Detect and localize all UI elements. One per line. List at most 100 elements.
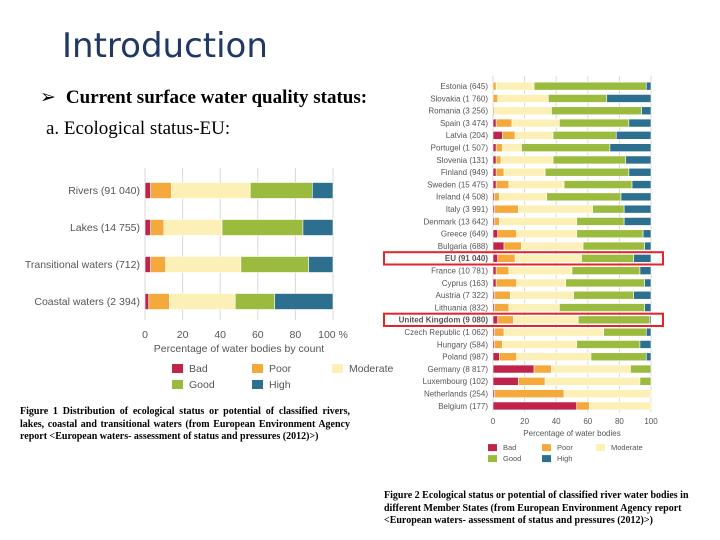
bar-poor-czech-republic-1-062: [494, 327, 505, 337]
bar-poor-netherlands-254: [494, 389, 565, 398]
bar-bad-poland-987: [492, 352, 500, 362]
x-tick-label: 80: [290, 329, 302, 341]
bar-moderate-united-kingdom-9-080: [513, 315, 579, 325]
category-label: Portugel (1 507): [431, 143, 489, 152]
bar-high-lithuania-832: [644, 303, 652, 312]
bar-poor-italy-3-991: [494, 204, 519, 214]
category-label: Rivers (91 040): [68, 185, 140, 197]
category-label: Transitional waters (712): [25, 259, 140, 271]
category-label: France (10 781): [431, 266, 488, 275]
bar-good-austria-7-322: [573, 290, 634, 300]
bar-good-latvia-204: [552, 131, 617, 140]
bar-bad-belgium-177: [492, 401, 578, 411]
bar-poor-slovakia-1-760: [492, 94, 499, 103]
bar-poor-denmark-13-642: [494, 217, 500, 226]
x-tick-label: 0: [491, 417, 496, 426]
bar-poor-lithuania-832: [494, 303, 510, 312]
bar-good-rivers-91-040: [249, 182, 313, 199]
x-tick-label: 40: [214, 329, 226, 341]
bar-poor-luxembourg-102: [517, 377, 546, 386]
category-label: Poland (987): [442, 353, 488, 362]
bullet-heading: ➢ Current surface water quality status:: [40, 86, 367, 109]
bar-good-italy-3-991: [592, 204, 625, 214]
category-label: Lithuania (832): [435, 303, 489, 312]
bar-bad-eu-91-040: [492, 254, 499, 263]
bar-good-romania-3-256: [551, 106, 642, 116]
legend-label-high: High: [557, 454, 572, 463]
bar-high-portugel-1-507: [609, 143, 652, 152]
bar-moderate-cyprus-163: [516, 278, 566, 288]
legend-swatch-moderate: [596, 444, 605, 452]
bar-poor-transitional-waters-712: [150, 256, 166, 273]
bar-high-denmark-13-642: [623, 217, 652, 226]
bar-good-estonia-645: [533, 81, 647, 91]
legend-label-moderate: Moderate: [349, 363, 394, 375]
bar-poor-ireland-4-508: [494, 192, 500, 202]
bar-good-spain-3-474: [559, 118, 630, 128]
bar-high-sweden-15-475: [631, 180, 652, 189]
x-tick-label: 60: [583, 417, 592, 426]
bar-moderate-czech-republic-1-062: [503, 327, 604, 337]
bar-moderate-eu-91-040: [514, 254, 582, 263]
bar-moderate-poland-987: [516, 352, 592, 362]
category-label: Spain (3 474): [440, 119, 488, 128]
x-tick-label: 100: [644, 417, 658, 426]
legend-swatch-bad: [488, 444, 497, 452]
bar-good-slovenia-131: [552, 155, 627, 165]
x-tick-label: 80: [615, 417, 624, 426]
bar-high-eu-91-040: [633, 254, 652, 263]
bar-poor-rivers-91-040: [150, 182, 172, 199]
bar-poor-slovenia-131: [495, 155, 502, 165]
bar-good-coastal-waters-2-394: [234, 293, 276, 310]
bar-poor-latvia-204: [502, 131, 516, 140]
chart-member-states-rivers: 0 20 40 60 80 100 Estonia (645) Slovakia (1 760…: [383, 76, 664, 463]
bar-bad-portugel-1-507: [492, 143, 497, 152]
bar-high-united-kingdom-9-080: [649, 315, 652, 325]
bar-poor-united-kingdom-9-080: [497, 315, 514, 325]
legend-swatch-good: [488, 455, 497, 463]
legend-label-poor: Poor: [557, 443, 573, 452]
bar-poor-eu-91-040: [497, 254, 516, 263]
bar-poor-sweden-15-475: [495, 180, 510, 189]
bar-bad-latvia-204: [492, 131, 503, 140]
legend-label-high: High: [269, 379, 291, 391]
bar-moderate-slovenia-131: [500, 155, 554, 165]
category-label: Coastal waters (2 394): [34, 296, 140, 308]
bar-good-luxembourg-102: [639, 377, 652, 386]
bar-bad-slovenia-131: [492, 155, 497, 165]
bar-moderate-ireland-4-508: [499, 192, 548, 202]
bar-good-poland-987: [590, 352, 647, 362]
category-label: Estonia (645): [440, 82, 488, 91]
category-label: Netherlands (254): [424, 389, 488, 398]
bar-high-latvia-204: [615, 131, 652, 140]
bar-good-germany-8-817: [630, 364, 652, 374]
bar-moderate-romania-3-256: [494, 106, 552, 116]
bar-bad-lakes-14-755: [144, 219, 151, 236]
bar-bad-greece-649: [492, 229, 499, 239]
category-label: Czech Republic (1 062): [404, 328, 488, 337]
bar-moderate-italy-3-991: [517, 204, 593, 214]
bar-moderate-luxembourg-102: [544, 377, 641, 386]
legend-label-good: Good: [189, 379, 215, 391]
bar-poor-lakes-14-755: [150, 219, 165, 236]
bar-good-cyprus-163: [565, 278, 645, 288]
category-label: Latvia (204): [446, 131, 489, 140]
bar-high-bulgaria-688: [644, 241, 652, 251]
bar-good-portugel-1-507: [521, 143, 611, 152]
category-label: Slovakia (1 760): [430, 94, 488, 103]
bar-moderate-spain-3-474: [511, 118, 560, 128]
category-label: United Kingdom (9 080): [399, 316, 489, 325]
bar-high-romania-3-256: [641, 106, 652, 116]
bar-good-finland-949: [544, 167, 630, 177]
category-label: Sweden (15 475): [427, 180, 488, 189]
bar-high-lakes-14-755: [302, 219, 334, 236]
x-tick-label: 40: [552, 417, 561, 426]
bar-moderate-greece-649: [516, 229, 578, 239]
x-tick-label: 20: [177, 329, 189, 341]
bar-bad-sweden-15-475: [492, 180, 497, 189]
bar-poor-germany-8-817: [533, 364, 552, 374]
bar-bad-luxembourg-102: [492, 377, 519, 386]
category-label: Ireland (4 508): [436, 193, 488, 202]
category-label: Cyprus (163): [442, 279, 489, 288]
bar-high-finland-949: [628, 167, 652, 177]
